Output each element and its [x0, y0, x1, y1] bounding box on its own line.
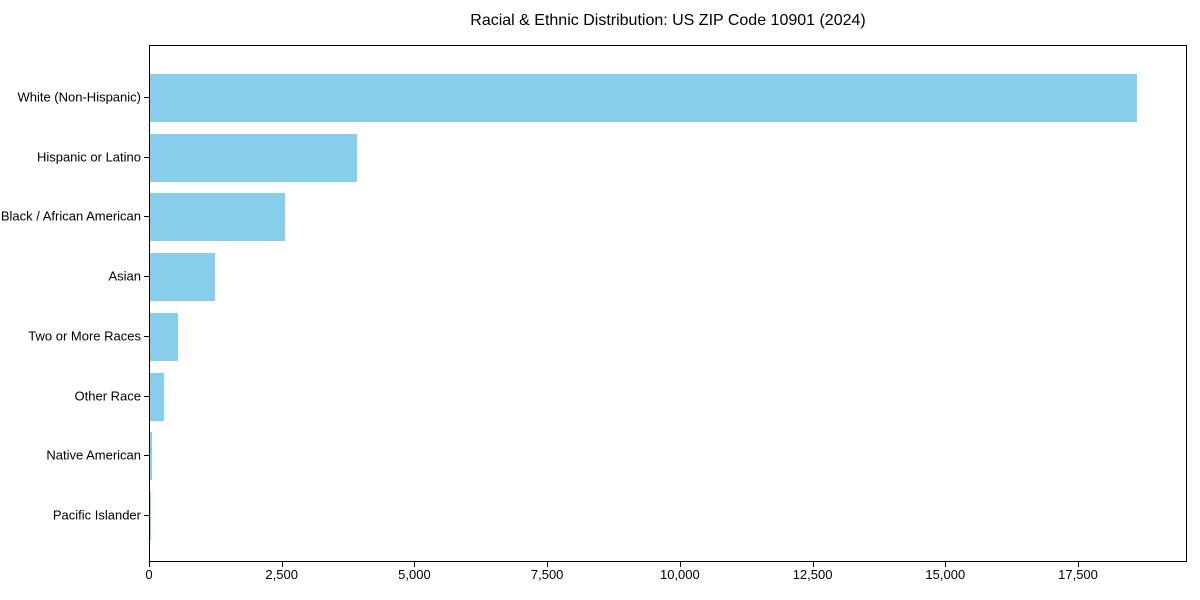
y-axis-label-hispanic-or-latino: Hispanic or Latino — [36, 149, 141, 165]
bar-white-non-hispanic — [150, 74, 1138, 122]
x-tick — [414, 562, 415, 567]
y-tick — [144, 335, 149, 337]
x-tick — [547, 562, 548, 567]
y-tick — [144, 276, 149, 278]
x-tick — [813, 562, 814, 567]
bar-two-or-more-races — [150, 312, 178, 361]
y-tick — [144, 455, 149, 457]
x-tick-label: 15,000 — [925, 567, 966, 582]
y-tick — [144, 97, 149, 98]
y-axis-label-native-american: Native American — [46, 447, 141, 463]
bar-asian — [150, 253, 216, 302]
bar-hispanic-or-latino — [150, 133, 358, 182]
bar-other-race — [150, 372, 164, 421]
y-axis-label-pacific-islander: Pacific Islander — [52, 507, 141, 523]
y-tick — [144, 514, 149, 516]
x-tick-label: 7,500 — [530, 567, 564, 582]
y-axis-label-other-race: Other Race — [74, 388, 141, 404]
x-tick — [1078, 562, 1079, 567]
bar-native-american — [150, 432, 152, 481]
y-tick — [144, 156, 149, 158]
x-tick-label: 12,500 — [792, 567, 833, 582]
x-tick — [282, 562, 283, 567]
x-tick-label: 2,500 — [265, 567, 298, 582]
y-axis-label-asian: Asian — [108, 268, 141, 284]
x-tick-label: 10,000 — [659, 567, 700, 582]
bar-black-african-american — [150, 193, 286, 242]
x-tick — [945, 562, 946, 567]
y-tick — [144, 395, 149, 397]
y-axis-label-black-african-american: Black / African American — [0, 208, 141, 224]
y-axis-label-white-non-hispanic: White (Non-Hispanic) — [17, 89, 141, 105]
x-tick-label: 5,000 — [398, 567, 431, 582]
x-tick-label: 0 — [145, 567, 153, 582]
y-tick — [144, 216, 149, 218]
y-axis-label-two-or-more-races: Two or More Races — [28, 328, 141, 344]
x-tick — [149, 562, 150, 567]
x-tick-label: 17,500 — [1058, 567, 1098, 582]
plot-area — [149, 45, 1187, 562]
x-tick — [680, 562, 681, 567]
chart-title: Racial & Ethnic Distribution: US ZIP Cod… — [470, 12, 866, 29]
bar-pacific-islander — [150, 491, 151, 540]
